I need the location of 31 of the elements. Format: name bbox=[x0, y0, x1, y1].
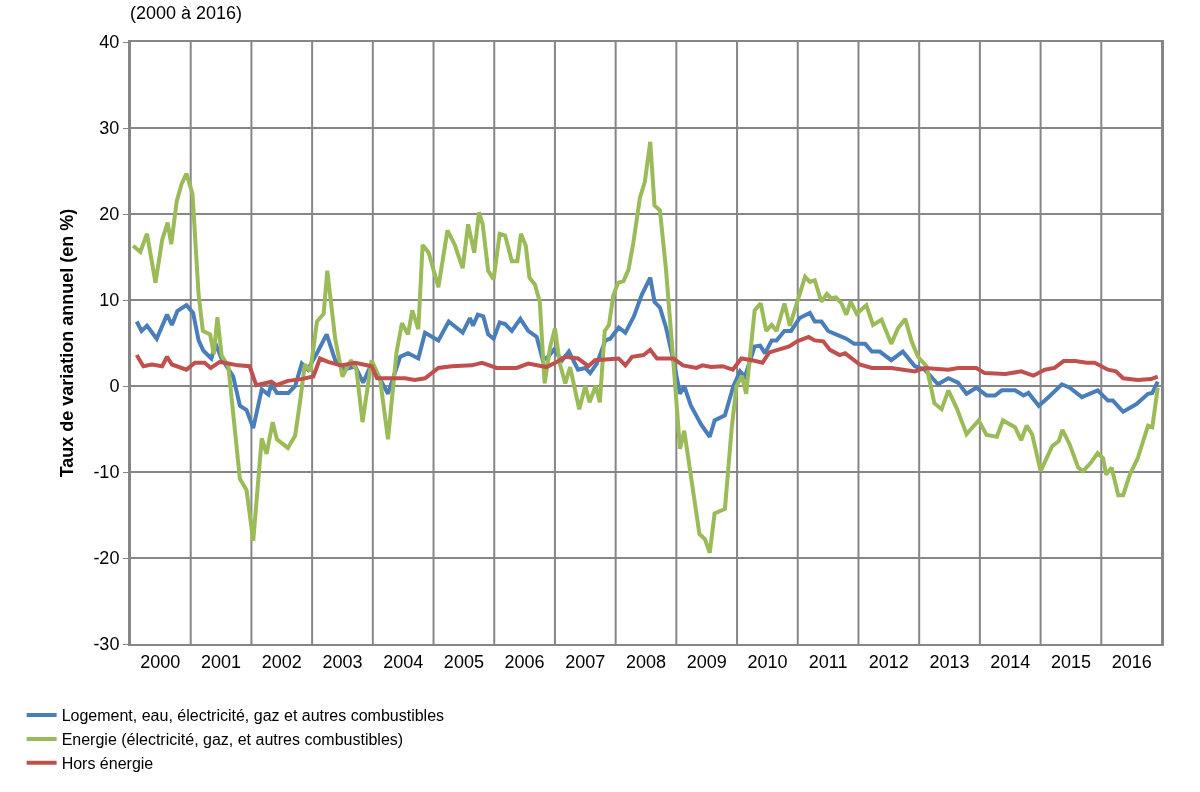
x-tick-label: 2014 bbox=[990, 651, 1031, 672]
x-tick-label: 2001 bbox=[201, 651, 242, 672]
y-tick-label: 30 bbox=[99, 118, 120, 139]
x-tick-label: 2009 bbox=[686, 651, 727, 672]
x-tick-label: 2006 bbox=[504, 651, 545, 672]
y-tick-label: -10 bbox=[93, 462, 120, 483]
y-tick-label: 0 bbox=[109, 376, 120, 397]
y-axis-title: Taux de variation annuel (en %) bbox=[57, 208, 78, 478]
x-tick-label: 2000 bbox=[140, 651, 181, 672]
x-tick-label: 2015 bbox=[1050, 651, 1091, 672]
line-series bbox=[134, 334, 1160, 388]
legend-label: Energie (électricité, gaz, et autres combustibles) bbox=[61, 731, 404, 749]
chart-title: (2000 à 2016) bbox=[130, 2, 243, 23]
x-tick-label: 2016 bbox=[1111, 651, 1152, 672]
x-tick-label: 2004 bbox=[383, 651, 424, 672]
y-tick-label: -20 bbox=[93, 548, 120, 569]
y-tick-label: 40 bbox=[99, 32, 120, 53]
x-tick-label: 2013 bbox=[929, 651, 970, 672]
x-tick-label: 2010 bbox=[747, 651, 788, 672]
x-tick-label: 2005 bbox=[443, 651, 484, 672]
x-tick-label: 2002 bbox=[261, 651, 302, 672]
x-tick-label: 2003 bbox=[322, 651, 363, 672]
x-tick-label: 2008 bbox=[625, 651, 667, 672]
x-tick-label: 2011 bbox=[808, 651, 848, 672]
x-tick-label: 2012 bbox=[868, 651, 909, 672]
x-tick-label: 2007 bbox=[565, 651, 606, 672]
legend-label: Logement, eau, électricité, gaz et autres combustibles bbox=[61, 707, 445, 725]
y-tick-label: -30 bbox=[93, 634, 120, 655]
y-tick-label: 20 bbox=[99, 204, 120, 225]
y-tick-label: 10 bbox=[99, 290, 120, 311]
legend-label: Hors énergie bbox=[61, 754, 154, 772]
